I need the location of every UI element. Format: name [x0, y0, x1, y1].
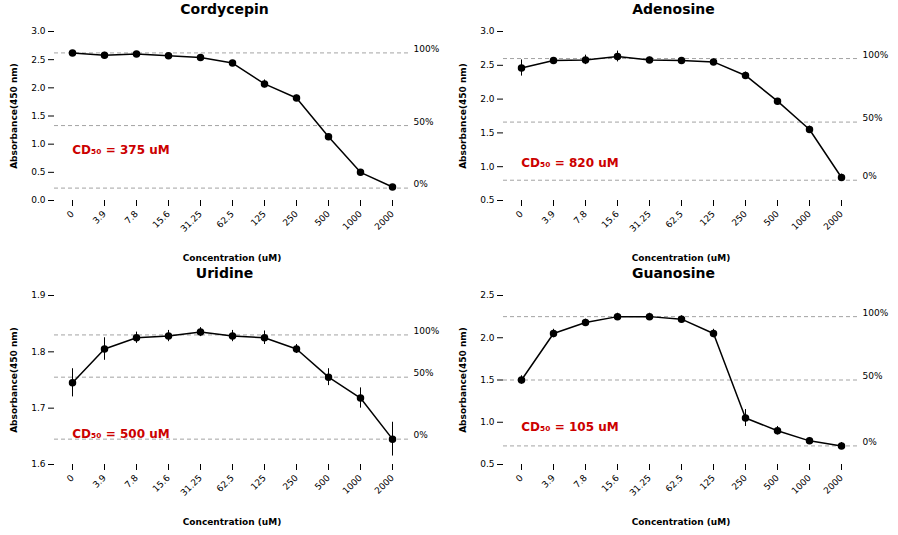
svg-text:250: 250	[281, 209, 300, 228]
svg-text:100%: 100%	[863, 308, 889, 318]
svg-text:62.5: 62.5	[664, 209, 685, 230]
svg-text:Concentration (uM): Concentration (uM)	[632, 517, 731, 527]
svg-text:500: 500	[313, 209, 332, 228]
svg-text:31.25: 31.25	[628, 473, 653, 498]
svg-text:50%: 50%	[414, 368, 434, 378]
svg-text:250: 250	[281, 473, 300, 492]
svg-text:CD₅₀ = 375 uM: CD₅₀ = 375 uM	[72, 143, 169, 157]
svg-text:7.8: 7.8	[572, 473, 589, 490]
svg-text:1.7: 1.7	[31, 403, 45, 413]
svg-text:1.5: 1.5	[480, 128, 494, 138]
svg-text:500: 500	[762, 209, 781, 228]
html-text:Uridine: Uridine	[195, 265, 254, 281]
svg-text:7.8: 7.8	[123, 473, 140, 490]
svg-text:2000: 2000	[822, 473, 845, 496]
svg-text:500: 500	[762, 473, 781, 492]
svg-text:125: 125	[698, 473, 717, 492]
svg-text:0.5: 0.5	[31, 167, 45, 177]
svg-text:Absorbance(450 nm): Absorbance(450 nm)	[9, 327, 19, 433]
svg-text:50%: 50%	[863, 113, 883, 123]
svg-text:2000: 2000	[373, 209, 396, 232]
svg-text:Absorbance(450 nm): Absorbance(450 nm)	[458, 63, 468, 169]
svg-text:3.0: 3.0	[31, 26, 46, 36]
svg-text:1.0: 1.0	[480, 417, 495, 427]
svg-text:3.0: 3.0	[480, 26, 495, 36]
svg-text:0: 0	[65, 473, 76, 484]
svg-text:1000: 1000	[790, 473, 813, 496]
svg-text:500: 500	[313, 473, 332, 492]
svg-text:31.25: 31.25	[628, 209, 653, 234]
svg-text:2.5: 2.5	[480, 290, 494, 300]
svg-text:15.6: 15.6	[151, 209, 172, 230]
svg-text:125: 125	[698, 209, 717, 228]
svg-text:50%: 50%	[863, 371, 883, 381]
svg-text:CD₅₀ = 820 uM: CD₅₀ = 820 uM	[521, 156, 618, 170]
svg-text:0.0: 0.0	[31, 195, 46, 205]
svg-text:3.9: 3.9	[91, 473, 108, 490]
html-text:Adenosine: Adenosine	[632, 1, 715, 17]
svg-text:31.25: 31.25	[179, 209, 204, 234]
svg-text:15.6: 15.6	[600, 473, 621, 494]
svg-text:0%: 0%	[863, 171, 878, 181]
svg-text:1.0: 1.0	[480, 162, 495, 172]
svg-text:7.8: 7.8	[123, 209, 140, 226]
svg-text:125: 125	[249, 209, 268, 228]
svg-text:2.5: 2.5	[480, 60, 494, 70]
svg-text:1000: 1000	[341, 209, 364, 232]
svg-text:7.8: 7.8	[572, 209, 589, 226]
svg-text:0: 0	[514, 473, 525, 484]
svg-text:1.6: 1.6	[31, 459, 46, 469]
svg-text:250: 250	[730, 473, 749, 492]
svg-text:125: 125	[249, 473, 268, 492]
svg-text:Concentration (uM): Concentration (uM)	[183, 253, 282, 263]
svg-text:62.5: 62.5	[664, 473, 685, 494]
svg-text:1000: 1000	[790, 209, 813, 232]
svg-text:1.5: 1.5	[31, 111, 45, 121]
svg-text:0: 0	[514, 209, 525, 220]
svg-text:50%: 50%	[414, 117, 434, 127]
svg-text:Absorbance(450 nm): Absorbance(450 nm)	[458, 327, 468, 433]
svg-text:CD₅₀ = 105 uM: CD₅₀ = 105 uM	[521, 420, 618, 434]
svg-text:2.0: 2.0	[480, 94, 495, 104]
svg-text:0%: 0%	[414, 179, 429, 189]
svg-text:2000: 2000	[822, 209, 845, 232]
svg-text:1.8: 1.8	[31, 347, 46, 357]
svg-text:0: 0	[65, 209, 76, 220]
svg-text:0.5: 0.5	[480, 195, 494, 205]
svg-text:62.5: 62.5	[215, 209, 236, 230]
svg-text:Absorbance(450 nm): Absorbance(450 nm)	[9, 63, 19, 169]
svg-text:0.5: 0.5	[480, 459, 494, 469]
svg-text:CD₅₀ = 500 uM: CD₅₀ = 500 uM	[72, 427, 169, 441]
svg-text:2000: 2000	[373, 473, 396, 496]
svg-text:1.0: 1.0	[31, 139, 46, 149]
svg-text:1000: 1000	[341, 473, 364, 496]
svg-text:Concentration (uM): Concentration (uM)	[632, 253, 731, 263]
svg-text:2.0: 2.0	[480, 333, 495, 343]
svg-text:100%: 100%	[414, 326, 440, 336]
svg-text:15.6: 15.6	[151, 473, 172, 494]
html-text:Guanosine: Guanosine	[632, 265, 715, 281]
svg-text:250: 250	[730, 209, 749, 228]
svg-text:31.25: 31.25	[179, 473, 204, 498]
svg-text:1.9: 1.9	[31, 290, 46, 300]
svg-text:0%: 0%	[414, 430, 429, 440]
svg-text:2.0: 2.0	[31, 83, 46, 93]
svg-text:3.9: 3.9	[540, 473, 557, 490]
svg-text:3.9: 3.9	[91, 209, 108, 226]
svg-text:Concentration (uM): Concentration (uM)	[183, 517, 282, 527]
svg-text:100%: 100%	[414, 44, 440, 54]
html-text:Cordycepin: Cordycepin	[180, 1, 269, 17]
svg-text:0%: 0%	[863, 437, 878, 447]
svg-text:3.9: 3.9	[540, 209, 557, 226]
svg-text:15.6: 15.6	[600, 209, 621, 230]
svg-text:62.5: 62.5	[215, 473, 236, 494]
svg-text:1.5: 1.5	[480, 375, 494, 385]
svg-text:100%: 100%	[863, 50, 889, 60]
svg-text:2.5: 2.5	[31, 55, 45, 65]
